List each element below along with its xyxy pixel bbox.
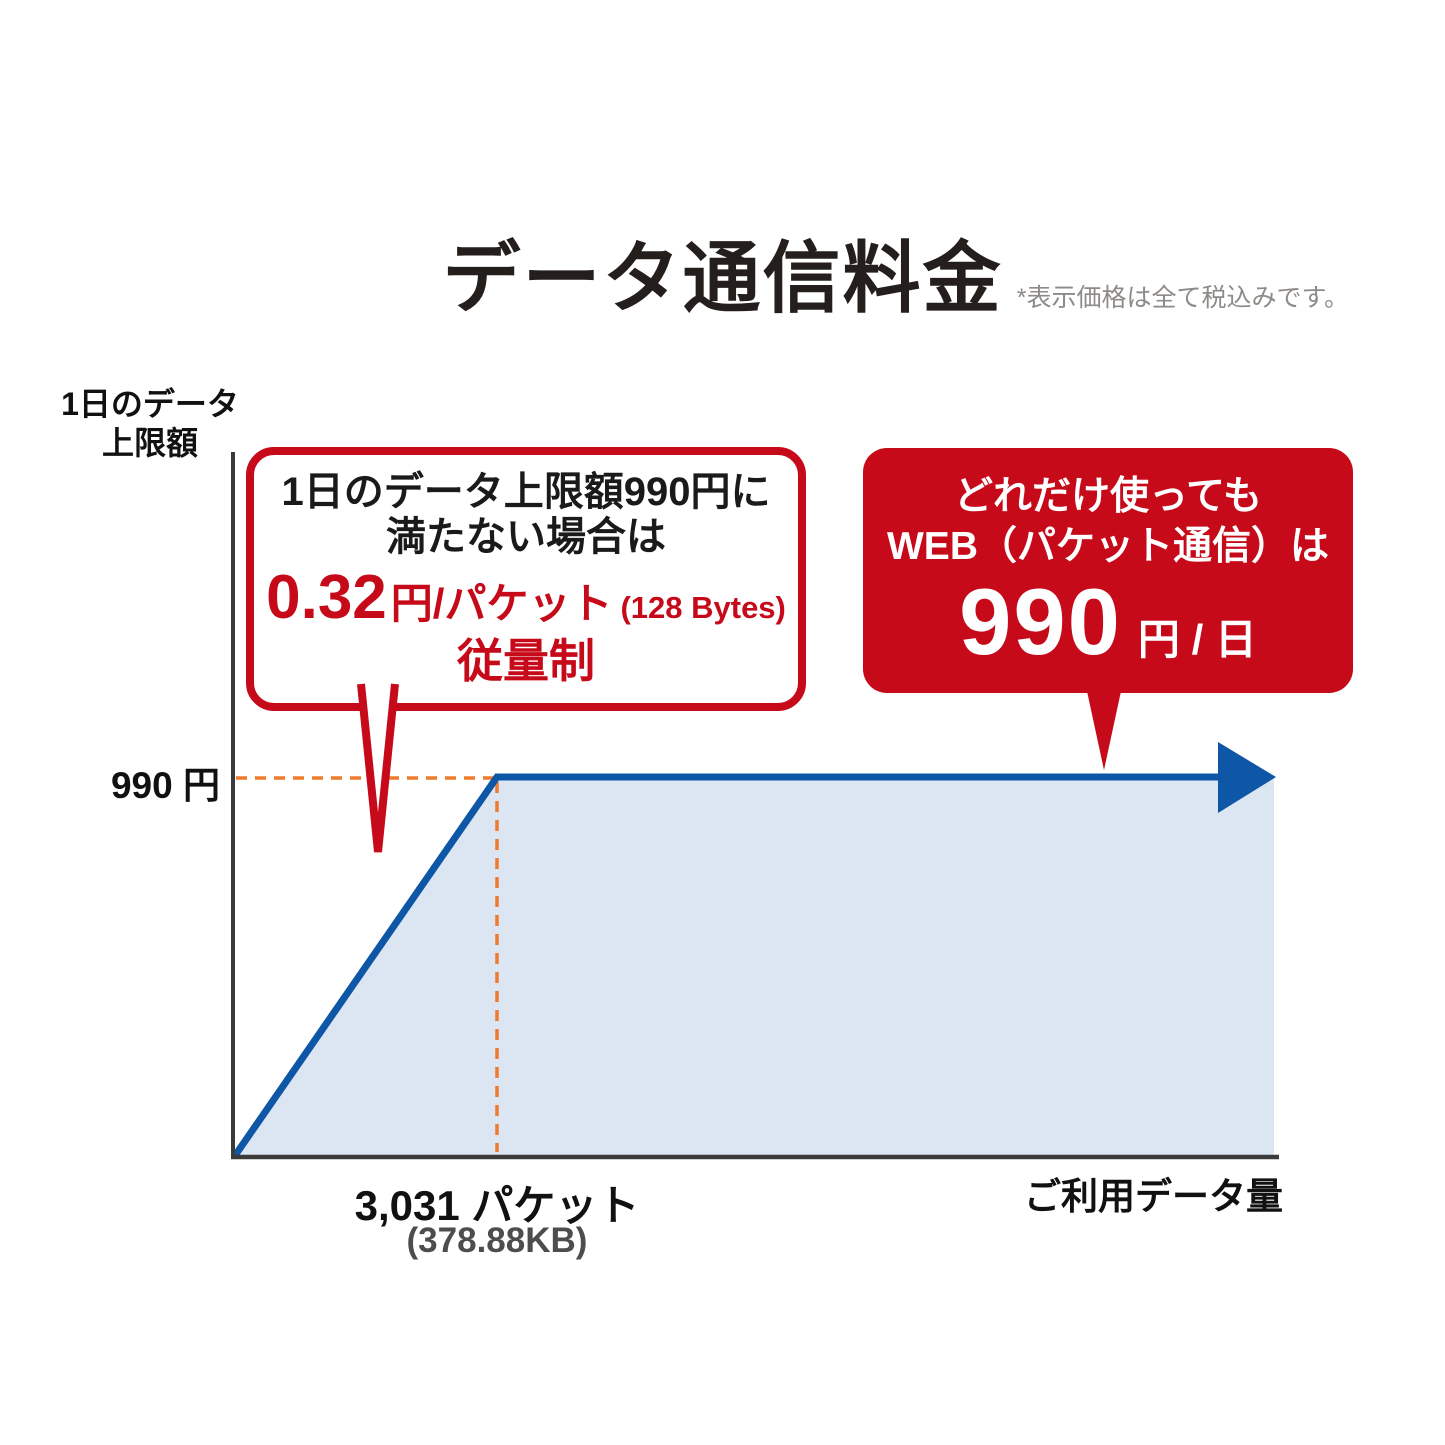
y-tick-990yen: 990 円: [110, 765, 220, 806]
flat-callout-pointer-icon: [1085, 682, 1123, 770]
flat-callout-line1: どれだけ使っても: [953, 474, 1263, 518]
x-axis-label: ご利用データ量: [1024, 1176, 1283, 1217]
flat-price-unit: 円 / 日: [1137, 616, 1257, 664]
metered-rate-value: 0.32: [266, 563, 387, 633]
x-tick-packets: 3,031 パケット: [354, 1182, 640, 1229]
metered-rate-unit: 円/パケット: [390, 580, 613, 628]
flat-price-row: 990 円 / 日: [959, 575, 1257, 669]
metered-rate-callout: 1日のデータ上限額990円に 満たない場合は 0.32 円/パケット (128 …: [246, 447, 806, 711]
metered-callout-line4: 従量制: [457, 635, 595, 688]
y-axis-label: 1日のデータ 上限額: [58, 385, 242, 463]
chart-area-fill: [234, 777, 1274, 1157]
flat-callout-line2: WEB（パケット通信）は: [887, 524, 1329, 568]
price-line-arrowhead-icon: [1218, 742, 1276, 813]
metered-callout-line1: 1日のデータ上限額990円に: [281, 469, 771, 514]
price-line: [231, 773, 1224, 1159]
metered-rate-packet-size: (128 Bytes): [620, 590, 786, 626]
x-tick-kilobytes: (378.88KB): [406, 1221, 588, 1260]
metered-rate-row: 0.32 円/パケット (128 Bytes): [266, 567, 786, 631]
page-title: データ通信料金: [442, 234, 1003, 322]
flat-price-value: 990: [959, 569, 1122, 675]
metered-callout-line2: 満たない場合は: [386, 515, 666, 560]
y-axis-label-line1: 1日のデータ: [61, 386, 239, 422]
tax-note: *表示価格は全て税込みです。: [1016, 284, 1349, 312]
y-axis-label-line2: 上限額: [101, 425, 198, 462]
flat-rate-callout: どれだけ使っても WEB（パケット通信）は 990 円 / 日: [863, 448, 1353, 693]
